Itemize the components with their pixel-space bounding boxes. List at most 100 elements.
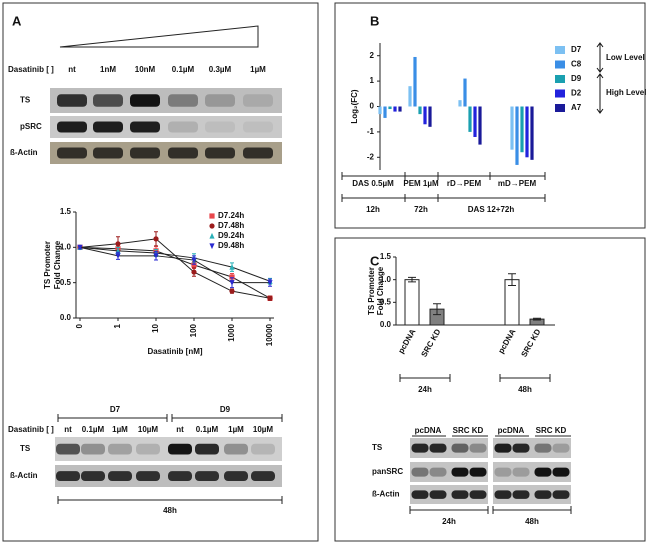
lane-label: 0.3µM <box>209 65 232 74</box>
time-bracket <box>409 506 572 514</box>
blot-band <box>130 121 160 133</box>
blot-band <box>224 471 248 482</box>
blot-band <box>429 490 447 499</box>
y-tick-label: -2 <box>367 152 375 161</box>
blot-band <box>534 490 552 499</box>
bar <box>418 106 422 115</box>
bar <box>463 78 467 107</box>
y-axis-label: Log₂(FC) <box>350 89 359 124</box>
y-tick-label: 0 <box>370 102 375 111</box>
marker <box>267 295 273 301</box>
blot-band <box>81 471 105 482</box>
blot-band <box>168 443 192 455</box>
blot-band <box>93 121 123 133</box>
blot-band <box>57 147 87 159</box>
y-tick-label: 0.5 <box>60 278 72 287</box>
blot-background <box>410 438 488 458</box>
y-tick-label: -1 <box>367 127 375 136</box>
blot-band <box>224 443 248 455</box>
bar <box>468 106 472 132</box>
bar <box>478 106 482 145</box>
bar <box>423 106 427 125</box>
blot-band <box>108 471 132 482</box>
blot-band <box>93 147 123 159</box>
blot-band <box>512 467 530 477</box>
blot-band <box>136 443 160 455</box>
blot-band <box>81 443 105 455</box>
lane-label: 1µM <box>250 65 266 74</box>
blot-band <box>469 467 487 477</box>
y-tick-label: 2 <box>370 51 375 60</box>
legend-label: D7.48h <box>218 221 244 230</box>
bar <box>530 106 534 160</box>
row-label: ß-Actin <box>10 471 38 480</box>
marker <box>229 280 235 286</box>
marker <box>209 232 215 239</box>
panel-a-frame <box>2 2 319 542</box>
lane-label: pcDNA <box>415 426 442 435</box>
blot-band <box>451 467 469 477</box>
x-tick-label: rD→PEM <box>447 179 482 188</box>
error-bar <box>533 317 541 321</box>
x-tick-label: 0 <box>75 323 84 328</box>
legend-label: D9 <box>571 74 582 83</box>
x-tick-label: 100 <box>189 323 198 337</box>
group-bracket <box>57 414 283 422</box>
legend-label: D2 <box>571 89 582 98</box>
series-line <box>79 246 271 282</box>
time-label: DAS 12+72h <box>468 205 515 214</box>
blot-band <box>130 147 160 159</box>
bar <box>378 106 382 115</box>
panel-label: C <box>370 253 380 268</box>
blot-band <box>130 94 160 107</box>
bar <box>525 106 529 158</box>
blot-band <box>195 471 219 482</box>
group-label: D7 <box>110 405 121 414</box>
blot-band <box>494 443 512 453</box>
bar <box>404 279 420 326</box>
time-label: 24h <box>442 517 456 526</box>
blot-band <box>195 443 219 455</box>
row-label: ß-Actin <box>372 490 400 499</box>
blot-band <box>411 490 429 499</box>
y-axis-label: TS Promoter <box>43 241 52 289</box>
row-label: panSRC <box>372 467 403 476</box>
x-tick-label: 10 <box>151 323 160 332</box>
lane-label: 1µM <box>228 425 244 434</box>
y-tick-label: 0.0 <box>60 313 72 322</box>
marker <box>229 274 235 280</box>
x-axis <box>341 172 546 180</box>
marker <box>267 280 273 286</box>
lane-label: 10µM <box>138 425 159 434</box>
bar <box>408 86 412 107</box>
bar <box>393 106 397 112</box>
blot-band <box>469 490 487 499</box>
y-axis-label: Fold Change <box>53 240 62 289</box>
lane-label: SRC KD <box>453 426 484 435</box>
x-tick-label: 1000 <box>227 323 236 341</box>
legend-label: C8 <box>571 60 582 69</box>
time-label: 12h <box>366 205 380 214</box>
bar <box>383 106 387 118</box>
bar <box>428 106 432 127</box>
panel-b-frame <box>334 2 646 229</box>
bar <box>504 279 520 326</box>
lane-label: 1nM <box>100 65 116 74</box>
marker <box>191 269 197 275</box>
series-line <box>79 246 270 284</box>
group-bracket <box>399 374 551 382</box>
marker <box>115 241 121 247</box>
blot-band <box>205 147 235 159</box>
blot-band <box>469 443 487 453</box>
lane-label: nt <box>68 65 76 74</box>
lane-label: 1µM <box>112 425 128 434</box>
marker <box>153 253 159 259</box>
lane-label: 10nM <box>135 65 156 74</box>
y-tick-label: 1.0 <box>380 275 392 284</box>
legend-label: D9.24h <box>218 231 244 240</box>
group-label: 48h <box>518 385 532 394</box>
row-label: TS <box>20 444 31 453</box>
row-label: ß-Actin <box>10 148 38 157</box>
blot-band <box>429 467 447 477</box>
bar <box>510 106 514 150</box>
